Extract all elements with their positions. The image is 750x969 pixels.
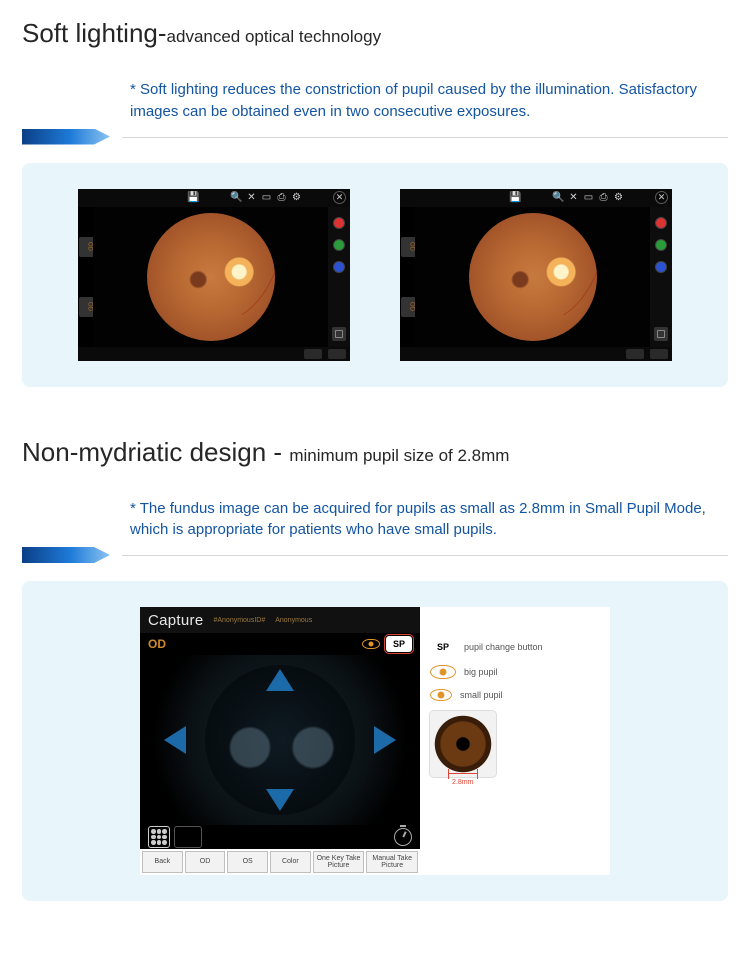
arrow-accent-icon xyxy=(22,129,110,145)
print-icon: ⎙ xyxy=(597,191,610,204)
capture-meta-id: #AnonymousID# xyxy=(213,617,265,624)
red-channel-icon xyxy=(655,217,667,229)
os-button[interactable]: OS xyxy=(227,851,268,873)
section2-heading: Non-mydriatic design - minimum pupil siz… xyxy=(22,437,728,468)
fundus-view xyxy=(93,207,328,347)
legend-row: SP pupil change button xyxy=(430,639,600,655)
blue-channel-icon xyxy=(655,261,667,273)
legend-row: small pupil xyxy=(430,689,600,701)
eye-icon xyxy=(430,665,456,679)
blue-channel-icon xyxy=(333,261,345,273)
arrow-left-icon[interactable] xyxy=(164,726,186,754)
legend-row: big pupil xyxy=(430,665,600,679)
arrow-down-icon[interactable] xyxy=(266,789,294,811)
small-pupil-button[interactable]: SP xyxy=(386,636,412,652)
section1-sub: advanced optical technology xyxy=(167,27,382,46)
section2-desc-row: * The fundus image can be acquired for p… xyxy=(22,498,728,564)
eye-icon xyxy=(430,689,452,701)
capture-subheader: OD SP xyxy=(140,633,420,655)
green-channel-icon xyxy=(333,239,345,251)
settings-icon: ⚙ xyxy=(290,191,303,204)
fundus-right-controls xyxy=(650,207,672,347)
section2-sub: minimum pupil size of 2.8mm xyxy=(289,446,509,465)
od-button[interactable]: OD xyxy=(185,851,226,873)
section1-heading: Soft lighting-advanced optical technolog… xyxy=(22,18,728,49)
folder-icon: ▭ xyxy=(260,191,273,204)
sp-chip: SP xyxy=(430,639,456,655)
fundus-left-tabs: OD OD xyxy=(400,207,415,347)
iris-photo xyxy=(430,711,496,777)
red-channel-icon xyxy=(333,217,345,229)
back-button[interactable]: Back xyxy=(142,851,183,873)
od-tab: OD xyxy=(401,297,415,317)
capture-app: Capture #AnonymousID# Anonymous OD SP xyxy=(140,607,420,875)
fundus-right-controls xyxy=(328,207,350,347)
section2-lead: Non-mydriatic design - xyxy=(22,437,289,467)
fundus-screenshot-b: 💾 🔍 ✕ ▭ ⎙ ⚙ ✕ OD OD xyxy=(400,189,672,361)
capture-title: Capture xyxy=(148,612,203,629)
od-tab: OD xyxy=(79,297,93,317)
dimension-mark-icon xyxy=(448,769,478,779)
section1-desc-row: * Soft lighting reduces the constriction… xyxy=(22,79,728,145)
capture-screenshot: Capture #AnonymousID# Anonymous OD SP xyxy=(140,607,610,875)
save-icon: 💾 xyxy=(509,191,522,204)
eye-icon xyxy=(362,639,380,649)
arrow-right-icon[interactable] xyxy=(374,726,396,754)
fundus-bottom xyxy=(400,347,672,361)
fundus-view xyxy=(415,207,650,347)
save-icon: 💾 xyxy=(187,191,200,204)
green-channel-icon xyxy=(655,239,667,251)
legend-small-pupil: small pupil xyxy=(460,690,503,700)
section2-panel: Capture #AnonymousID# Anonymous OD SP xyxy=(22,581,728,901)
fundus-bottom xyxy=(78,347,350,361)
od-tab: OD xyxy=(401,237,415,257)
fixation-grid-button[interactable] xyxy=(148,826,170,848)
mode-icon xyxy=(654,327,668,341)
section1-desc: * Soft lighting reduces the constriction… xyxy=(130,79,708,123)
fundus-toolbar: 💾 🔍 ✕ ▭ ⎙ ⚙ ✕ xyxy=(400,189,672,207)
fundus-screenshot-a: 💾 🔍 ✕ ▭ ⎙ ⚙ ✕ OD OD xyxy=(78,189,350,361)
mode-icon xyxy=(332,327,346,341)
section1-lead: Soft lighting- xyxy=(22,18,167,48)
capture-meta-name: Anonymous xyxy=(275,617,312,624)
eye-side-label: OD xyxy=(148,637,166,651)
print-icon: ⎙ xyxy=(275,191,288,204)
capture-footer-tools xyxy=(140,825,420,849)
capture-header: Capture #AnonymousID# Anonymous xyxy=(140,607,420,633)
legend-big-pupil: big pupil xyxy=(464,667,498,677)
manual-button[interactable]: Manual Take Picture xyxy=(366,851,418,873)
zoom-icon: 🔍 xyxy=(230,191,243,204)
capture-footer-buttons: Back OD OS Color One Key Take Picture Ma… xyxy=(140,849,420,875)
arrow-accent-icon xyxy=(22,547,110,563)
section1-panel: 💾 🔍 ✕ ▭ ⎙ ⚙ ✕ OD OD xyxy=(22,163,728,387)
color-button[interactable]: Color xyxy=(270,851,311,873)
capture-view xyxy=(146,655,414,825)
cancel-icon: ✕ xyxy=(245,191,258,204)
retina-image xyxy=(469,213,597,341)
fundus-left-tabs: OD OD xyxy=(78,207,93,347)
arrow-up-icon[interactable] xyxy=(266,669,294,691)
settings-icon: ⚙ xyxy=(612,191,625,204)
section2-desc: * The fundus image can be acquired for p… xyxy=(130,498,708,542)
timer-icon[interactable] xyxy=(394,828,412,846)
hairline xyxy=(122,555,728,556)
fundus-toolbar: 💾 🔍 ✕ ▭ ⎙ ⚙ ✕ xyxy=(78,189,350,207)
cancel-icon: ✕ xyxy=(567,191,580,204)
od-tab: OD xyxy=(79,237,93,257)
legend-dimension: 2.8mm xyxy=(452,779,600,786)
folder-icon: ▭ xyxy=(582,191,595,204)
capture-legend: SP pupil change button big pupil small p… xyxy=(430,607,600,875)
legend-pupil-change: pupil change button xyxy=(464,642,543,652)
zoom-icon: 🔍 xyxy=(552,191,565,204)
retina-image xyxy=(147,213,275,341)
position-button[interactable] xyxy=(174,826,202,848)
close-icon: ✕ xyxy=(333,191,346,204)
onekey-button[interactable]: One Key Take Picture xyxy=(313,851,365,873)
close-icon: ✕ xyxy=(655,191,668,204)
hairline xyxy=(122,137,728,138)
